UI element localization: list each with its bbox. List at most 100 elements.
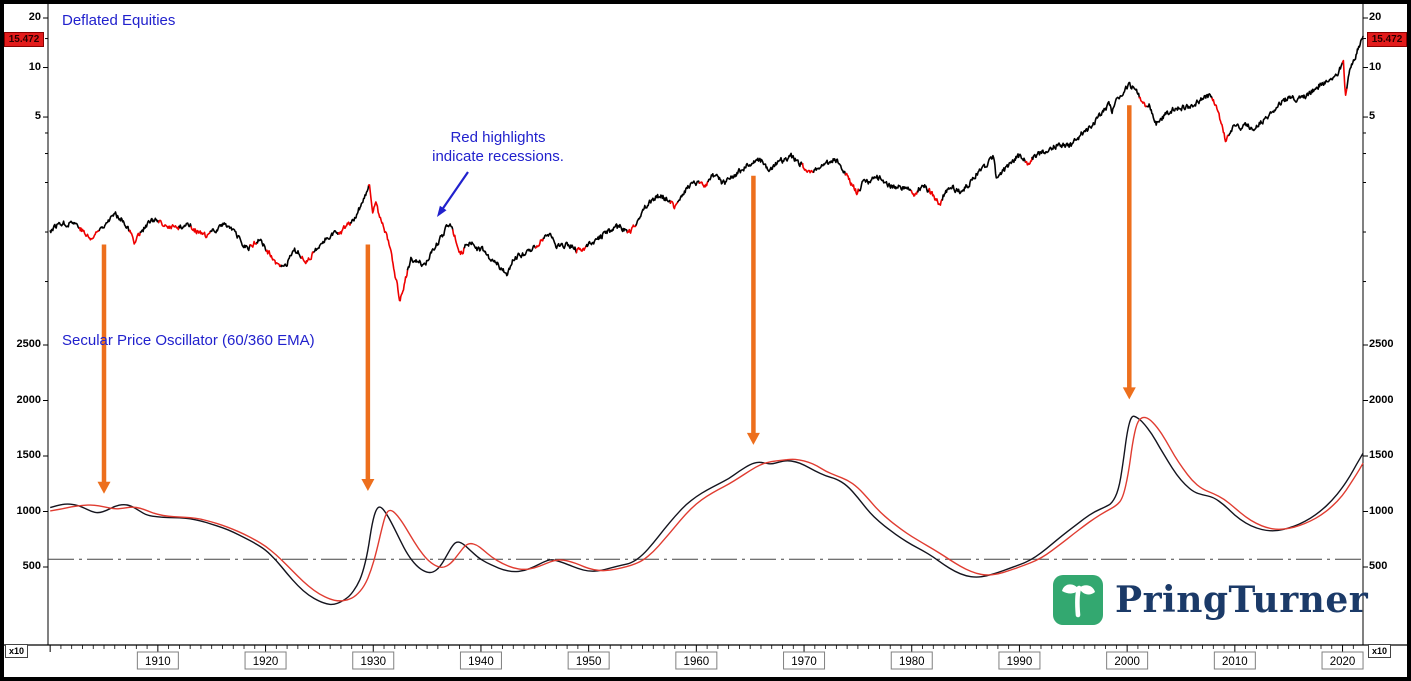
y-tick-label-osc-1000-right: 1000 <box>1369 505 1394 517</box>
y-tick-label-osc-1000-left: 1000 <box>16 505 41 517</box>
price-line-segment <box>280 247 303 268</box>
price-line-segment <box>542 232 578 254</box>
price-line-segment <box>1346 35 1364 89</box>
scale-note-left: x10 <box>5 644 29 658</box>
price-line-recession-segment <box>128 229 142 245</box>
pring-turner-wordmark: PringTurner <box>1115 579 1369 621</box>
price-line-recession-segment <box>698 180 709 188</box>
price-line-segment <box>463 241 537 277</box>
oscillator-fast-line <box>50 415 1364 606</box>
x-tick-label-box <box>459 651 502 670</box>
price-line-recession-segment <box>1341 59 1348 96</box>
y-tick-label-price-20-right: 20 <box>1369 11 1382 23</box>
x-tick-label: 2010 <box>1222 656 1248 668</box>
recession-annotation-arrowhead <box>437 205 447 217</box>
price-line-segment <box>941 153 1027 201</box>
scale-note-right: x10 <box>1368 644 1392 658</box>
y-tick-label-osc-2500-right: 2500 <box>1369 338 1394 350</box>
x-tick-label-box <box>998 651 1041 670</box>
price-line-segment <box>1228 61 1344 136</box>
price-line-recession-segment <box>249 240 258 248</box>
price-line-segment <box>406 223 454 271</box>
price-line-recession-segment <box>534 237 545 249</box>
price-line-segment <box>313 230 340 253</box>
secular-peak-arrowhead <box>97 481 111 494</box>
price-line-segment <box>707 152 804 185</box>
x-tick-label: 1990 <box>1007 656 1033 668</box>
x-tick-label-box <box>783 651 826 670</box>
price-line-segment <box>917 184 930 193</box>
x-tick-label-box <box>890 651 933 670</box>
x-tick-label: 1950 <box>576 656 602 668</box>
recession-annotation-line1: Red highlights <box>450 129 546 146</box>
x-tick-label: 1940 <box>468 656 494 668</box>
x-tick-label-box <box>244 651 287 670</box>
logo-sprout-leaf-left <box>1062 584 1079 594</box>
logo-sprout-leaf-right <box>1079 585 1095 595</box>
price-line-recession-segment <box>575 245 587 254</box>
price-line-recession-segment <box>157 219 180 231</box>
last-price-badge-left: 15.472 <box>4 32 44 47</box>
recession-annotation-line2: indicate recessions. <box>432 148 564 165</box>
logo-sprout-stem <box>1075 585 1082 618</box>
price-line-segment <box>858 174 913 192</box>
x-tick-label: 1960 <box>684 656 710 668</box>
oscillator-panel-title: Secular Price Oscillator (60/360 EMA) <box>62 332 315 349</box>
price-line-recession-segment <box>452 229 466 256</box>
price-line-recession-segment <box>78 226 101 241</box>
y-tick-label-osc-500-left: 500 <box>22 560 41 572</box>
recession-annotation: Red highlights indicate recessions. <box>412 128 584 166</box>
y-tick-label-osc-1500-right: 1500 <box>1369 449 1394 461</box>
y-tick-label-osc-2500-left: 2500 <box>16 338 41 350</box>
x-tick-label: 1930 <box>360 656 386 668</box>
price-line-recession-segment <box>1211 97 1230 143</box>
x-tick-label: 1970 <box>791 656 817 668</box>
price-line-segment <box>677 180 701 203</box>
price-line-segment <box>178 222 192 230</box>
y-tick-label-price-20-left: 20 <box>28 11 41 23</box>
price-line-segment <box>139 217 160 233</box>
price-line-segment <box>209 222 251 252</box>
price-line-recession-segment <box>265 249 282 268</box>
price-line-segment <box>98 211 131 233</box>
pring-turner-logo-icon <box>1053 575 1103 625</box>
x-tick-label: 1980 <box>899 656 925 668</box>
recession-annotation-arrow <box>441 171 469 211</box>
price-line-segment <box>1031 81 1141 161</box>
price-line-segment <box>635 193 672 226</box>
x-tick-label-box <box>136 651 179 670</box>
x-tick-label: 2000 <box>1114 656 1140 668</box>
secular-peak-arrowhead <box>1122 387 1136 400</box>
x-tick-label-box <box>352 651 395 670</box>
last-price-badge-right: 15.472 <box>1367 32 1407 47</box>
y-tick-label-osc-2000-right: 2000 <box>1369 394 1394 406</box>
secular-peak-arrowhead <box>361 479 375 491</box>
y-tick-label-price-10-left: 10 <box>28 61 41 73</box>
price-panel-title: Deflated Equities <box>62 12 176 29</box>
price-line-recession-segment <box>1138 96 1148 108</box>
price-line-segment <box>49 220 81 234</box>
x-tick-label-box <box>1106 651 1149 670</box>
price-line-segment <box>256 238 268 252</box>
price-line-recession-segment <box>669 200 679 210</box>
x-tick-label-box <box>1213 651 1256 670</box>
price-line-recession-segment <box>300 251 315 265</box>
price-line-recession-segment <box>337 221 352 235</box>
x-tick-label: 2020 <box>1330 656 1356 668</box>
price-line-recession-segment <box>927 187 944 206</box>
price-line-recession-segment <box>910 189 919 197</box>
y-tick-label-osc-500-right: 500 <box>1369 560 1388 572</box>
price-line-recession-segment <box>801 162 815 174</box>
price-line-recession-segment <box>367 184 409 302</box>
price-line-recession-segment <box>1024 156 1033 166</box>
price-line-recession-segment <box>844 172 861 196</box>
y-tick-label-osc-1500-left: 1500 <box>16 449 41 461</box>
secular-peak-arrowhead <box>746 432 760 445</box>
y-tick-label-price-5-right: 5 <box>1369 110 1376 122</box>
x-tick-label: 1910 <box>145 656 171 668</box>
x-tick-label-box <box>567 651 610 670</box>
y-tick-label-price-10-right: 10 <box>1369 61 1382 73</box>
x-tick-label: 1920 <box>253 656 279 668</box>
